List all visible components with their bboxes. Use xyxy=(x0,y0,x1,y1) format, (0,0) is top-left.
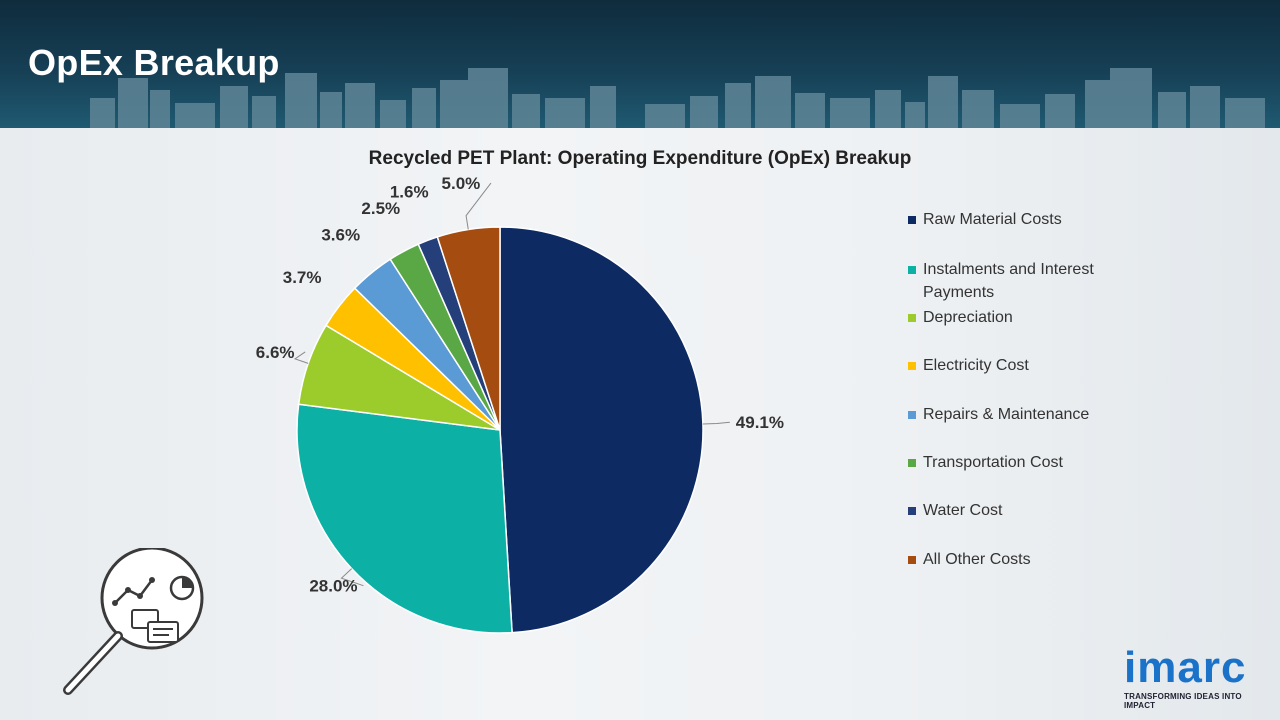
legend-item: Repairs & Maintenance xyxy=(908,403,1133,426)
legend-item: Raw Material Costs xyxy=(908,208,1133,231)
legend-swatch xyxy=(908,507,916,515)
leader-line-3 xyxy=(293,351,309,364)
legend-swatch xyxy=(908,411,916,419)
legend-item: Electricity Cost xyxy=(908,354,1133,377)
legend-item: Transportation Cost xyxy=(908,451,1133,474)
data-label-7: 1.6% xyxy=(390,183,429,202)
legend-label: Depreciation xyxy=(923,309,1013,326)
data-label-8: 5.0% xyxy=(442,174,481,193)
legend-swatch xyxy=(908,556,916,564)
leader-line-8 xyxy=(465,182,492,230)
pie-slice-8 xyxy=(436,226,501,431)
legend-item: Instalments and Interest Payments xyxy=(908,258,1133,304)
legend-item: All Other Costs xyxy=(908,548,1133,571)
legend-swatch xyxy=(908,266,916,274)
leader-line-2 xyxy=(340,568,364,587)
legend-swatch xyxy=(908,216,916,224)
legend-label: Instalments and Interest Payments xyxy=(923,261,1094,301)
data-label-6: 2.5% xyxy=(361,199,400,218)
pie-slice-2 xyxy=(296,403,513,634)
data-label-2: 28.0% xyxy=(309,577,357,596)
legend-label: All Other Costs xyxy=(923,551,1031,568)
logo-tagline: TRANSFORMING IDEAS INTO IMPACT xyxy=(1124,692,1242,710)
pie-chart: 49.1% 28.0% 6.6% 3.7% 3.6%2.5%1.6% 5.0% xyxy=(256,174,784,634)
data-label-3: 6.6% xyxy=(256,343,295,362)
legend-label: Raw Material Costs xyxy=(923,211,1062,228)
legend-swatch xyxy=(908,459,916,467)
legend-label: Electricity Cost xyxy=(923,357,1029,374)
header-banner: OpEx Breakup xyxy=(0,0,1280,128)
legend-swatch xyxy=(908,314,916,322)
page-title: OpEx Breakup xyxy=(28,42,280,83)
data-label-5: 3.6% xyxy=(321,226,360,245)
legend-label: Water Cost xyxy=(923,502,1003,519)
leader-line-1 xyxy=(702,421,730,425)
data-label-4: 3.7% xyxy=(283,268,322,287)
chart-title: Recycled PET Plant: Operating Expenditur… xyxy=(368,148,912,169)
legend-label: Repairs & Maintenance xyxy=(923,406,1090,423)
legend-item: Depreciation xyxy=(908,306,1133,329)
legend-swatch xyxy=(908,362,916,370)
data-label-1: 49.1% xyxy=(736,413,784,432)
pie-slice-1 xyxy=(499,226,704,634)
logo-wordmark: imarc xyxy=(1124,643,1247,692)
magnifier-analytics-icon xyxy=(63,548,204,695)
legend-item: Water Cost xyxy=(908,499,1133,522)
legend-label: Transportation Cost xyxy=(923,454,1063,471)
imarc-logo: imarc TRANSFORMING IDEAS INTO IMPACT xyxy=(1124,643,1274,711)
city-skyline-graphic xyxy=(90,68,1265,128)
